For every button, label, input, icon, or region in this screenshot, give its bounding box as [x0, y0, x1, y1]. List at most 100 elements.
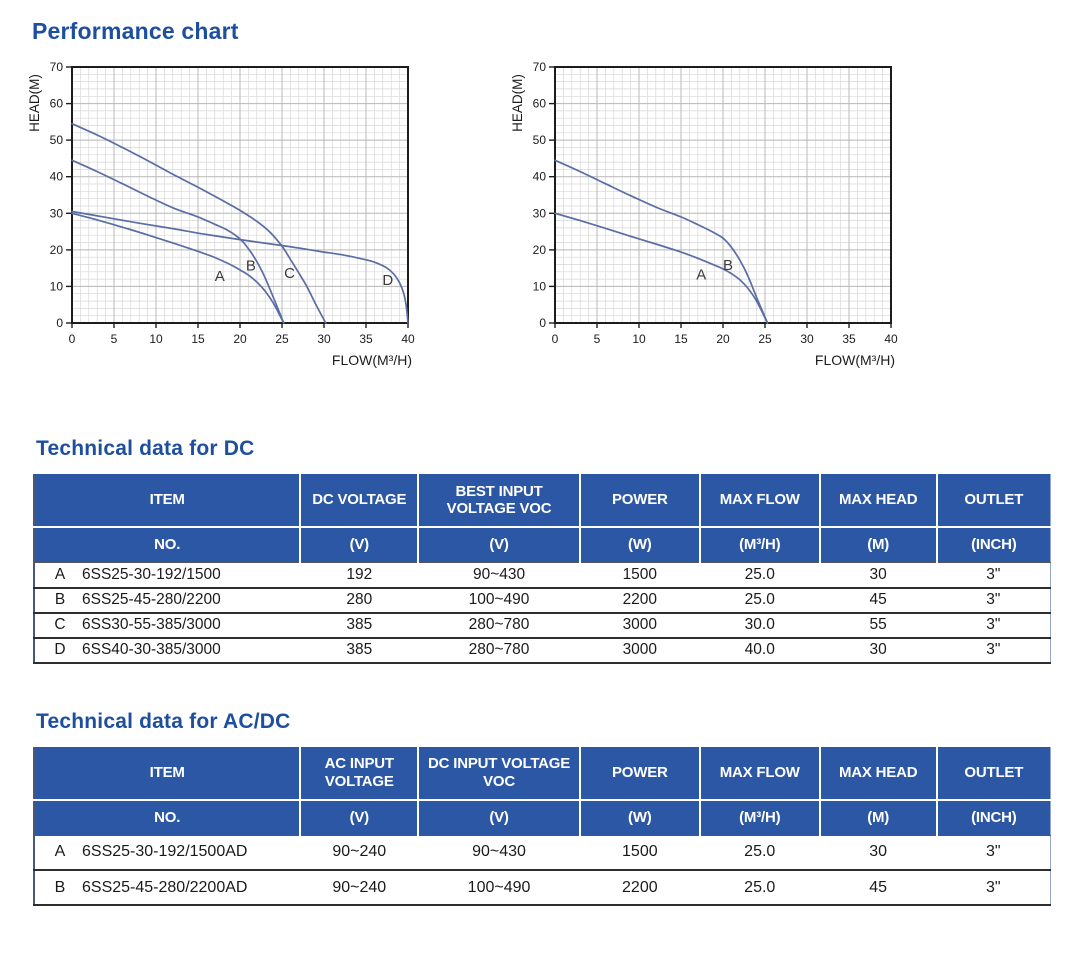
value-cell: 385 — [300, 637, 419, 664]
datasheet-page: Performance chart 0 5 10 15 20 25 30 35 40 0 10 20 3… — [24, 18, 1051, 906]
value-cell: 3" — [936, 870, 1051, 906]
column-header: MAX HEAD — [818, 474, 937, 528]
svg-text:30: 30 — [800, 332, 814, 346]
value-cell: 3" — [936, 587, 1051, 614]
svg-text:30: 30 — [533, 206, 547, 220]
svg-text:25: 25 — [758, 332, 772, 346]
item-letter: A — [54, 565, 66, 583]
svg-text:25: 25 — [275, 332, 289, 346]
curve-A — [554, 212, 769, 324]
item-cell: A 6SS25-30-192/1500 — [34, 562, 301, 589]
charts-row: 0 5 10 15 20 25 30 35 40 0 10 20 30 40 50 60 70 HEAD(M) FL… — [24, 57, 1051, 377]
column-unit: (V) — [299, 527, 419, 563]
svg-text:10: 10 — [149, 332, 163, 346]
column-unit: (M³/H) — [698, 799, 820, 835]
svg-text:10: 10 — [50, 279, 64, 293]
table-row: D 6SS40-30-385/3000 385 280~780 3000 40.0 30 3" — [34, 637, 1051, 664]
svg-text:0: 0 — [552, 332, 559, 346]
svg-text:10: 10 — [533, 279, 547, 293]
svg-text:40: 40 — [401, 332, 415, 346]
value-cell: 90~240 — [300, 834, 419, 871]
svg-text:50: 50 — [50, 133, 64, 147]
item-model: 6SS40-30-385/3000 — [82, 641, 221, 658]
value-cell: 100~490 — [418, 587, 580, 614]
y-axis-label: HEAD(M) — [510, 74, 525, 132]
item-model: 6SS25-30-192/1500 — [82, 565, 221, 583]
svg-text:20: 20 — [533, 243, 547, 257]
value-cell: 25.0 — [699, 587, 820, 614]
item-cell: D 6SS40-30-385/3000 — [34, 637, 301, 664]
svg-text:20: 20 — [50, 243, 64, 257]
pump-curve-chart-acdc: 0 5 10 15 20 25 30 35 40 0 10 20 30 40 50 60 70 HEAD(M) FL… — [507, 57, 905, 377]
acdc-section: Technical data for AC/DC ITEM AC INPUT VO… — [30, 709, 1051, 906]
column-header: MAX FLOW — [698, 746, 820, 801]
svg-text:40: 40 — [533, 170, 547, 184]
x-axis-label: FLOW(M³/H) — [815, 352, 895, 368]
value-cell: 3" — [936, 562, 1051, 589]
value-cell: 25.0 — [699, 834, 820, 871]
x-axis-label: FLOW(M³/H) — [332, 352, 412, 368]
curve-D — [71, 210, 409, 324]
value-cell: 3" — [936, 637, 1051, 664]
svg-text:20: 20 — [233, 332, 247, 346]
value-cell: 25.0 — [699, 870, 820, 906]
value-cell: 192 — [300, 562, 419, 589]
value-cell: 2200 — [579, 870, 700, 906]
value-cell: 3000 — [579, 612, 700, 639]
value-cell: 30 — [819, 834, 937, 871]
curve-label-A: A — [696, 267, 706, 284]
column-unit: (M³/H) — [698, 527, 820, 563]
value-cell: 90~430 — [418, 834, 580, 871]
value-cell: 385 — [300, 612, 419, 639]
value-cell: 30.0 — [699, 612, 820, 639]
value-cell: 55 — [819, 612, 937, 639]
item-model: 6SS30-55-385/3000 — [82, 616, 221, 633]
dc-section-title: Technical data for DC — [36, 437, 255, 460]
column-header: OUTLET — [935, 474, 1051, 528]
column-unit: NO. — [34, 527, 301, 563]
svg-text:30: 30 — [50, 206, 64, 220]
column-unit: (V) — [417, 799, 580, 835]
svg-text:20: 20 — [716, 332, 730, 346]
value-cell: 90~240 — [300, 870, 419, 906]
value-cell: 90~430 — [418, 562, 580, 589]
svg-text:15: 15 — [674, 332, 688, 346]
dc-spec-table: ITEM DC VOLTAGE BEST INPUT VOLTAGE VOC POWE… — [30, 474, 1051, 664]
column-unit: (V) — [299, 799, 419, 835]
curve-A — [71, 212, 285, 324]
svg-text:50: 50 — [533, 133, 547, 147]
value-cell: 100~490 — [418, 870, 580, 906]
table-row: C 6SS30-55-385/3000 385 280~780 3000 30.0 55 3" — [34, 612, 1051, 639]
value-cell: 1500 — [579, 834, 700, 871]
value-cell: 30 — [819, 637, 937, 664]
y-axis-label: HEAD(M) — [27, 74, 42, 132]
page-title: Performance chart — [32, 18, 239, 44]
curve-B — [554, 159, 769, 324]
value-cell: 3000 — [579, 637, 700, 664]
column-unit: (W) — [578, 799, 700, 835]
value-cell: 280~780 — [418, 637, 580, 664]
value-cell: 3" — [936, 612, 1051, 639]
column-unit: (W) — [578, 527, 700, 563]
svg-text:40: 40 — [50, 170, 64, 184]
item-cell: B 6SS25-45-280/2200AD — [34, 870, 301, 906]
acdc-section-title: Technical data for AC/DC — [36, 709, 291, 733]
pump-curve-svg: 0 5 10 15 20 25 30 35 40 0 10 20 30 40 50 60 70 HEAD(M) FL… — [510, 60, 898, 368]
y-tick-labels: 0 10 20 30 40 50 60 70 — [533, 60, 547, 330]
column-header: POWER — [578, 474, 700, 528]
y-tick-labels: 0 10 20 30 40 50 60 70 — [50, 60, 64, 330]
curve-label-D: D — [382, 272, 393, 289]
x-tick-labels: 0 5 10 15 20 25 30 35 40 — [552, 332, 898, 346]
table-unit-row: NO. (V) (V) (W) (M³/H) (M) (INCH) — [34, 799, 1051, 835]
column-header: ITEM — [34, 746, 301, 801]
x-tick-labels: 0 5 10 15 20 25 30 35 40 — [69, 332, 415, 346]
item-cell: A 6SS25-30-192/1500AD — [34, 834, 301, 871]
axis-ticks — [66, 66, 409, 328]
value-cell: 40.0 — [699, 637, 820, 664]
item-letter: C — [54, 616, 66, 633]
svg-text:35: 35 — [359, 332, 373, 346]
acdc-spec-table: ITEM AC INPUT VOLTAGE DC INPUT VOLTAGE VOC… — [30, 746, 1051, 906]
curve-label-B: B — [246, 258, 256, 275]
column-unit: (M) — [818, 799, 937, 835]
svg-text:70: 70 — [533, 60, 547, 74]
